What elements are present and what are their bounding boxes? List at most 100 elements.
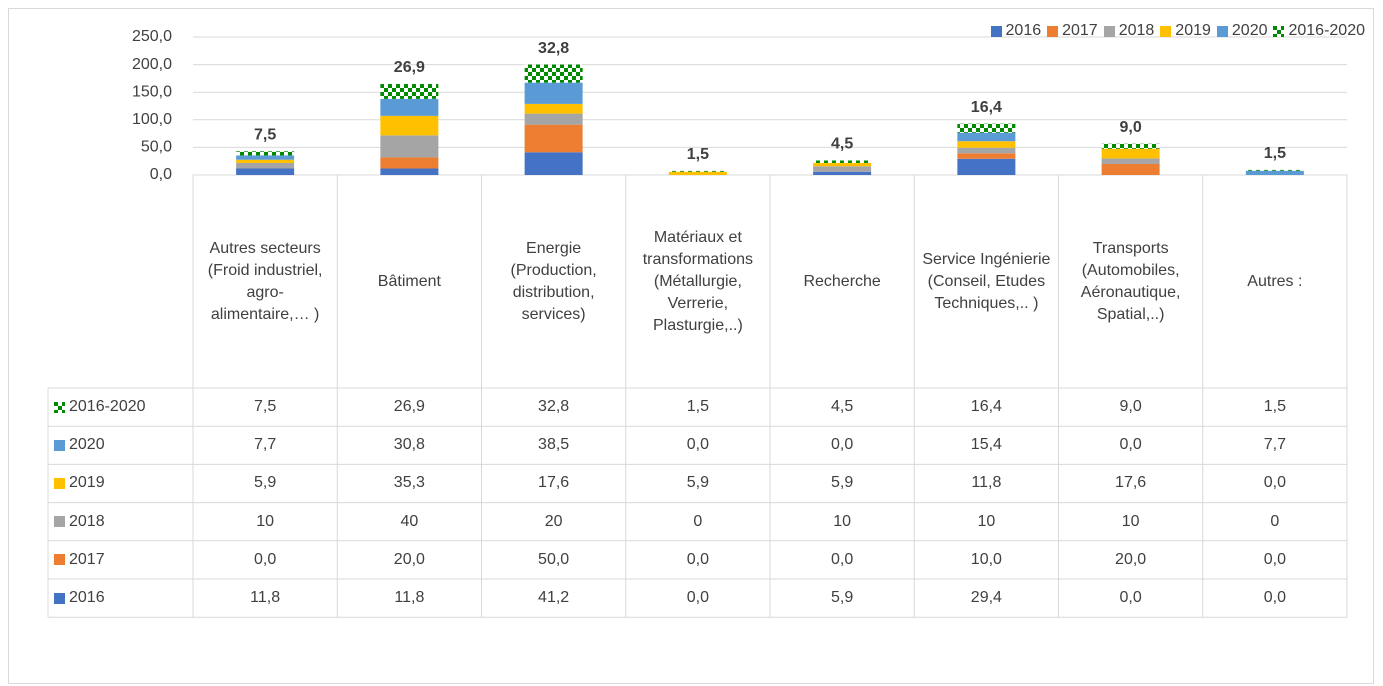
bar-segment xyxy=(813,171,872,175)
legend: 2016 2017 2018 2019 2020 2016-2020 xyxy=(990,22,1365,40)
legend-item: 2020 xyxy=(1216,22,1267,40)
bar-segment xyxy=(380,84,439,99)
data-label: 1,5 xyxy=(1264,145,1286,162)
row-header-text: 2019 xyxy=(69,474,105,492)
row-header: 2018 xyxy=(48,503,193,541)
data-label: 4,5 xyxy=(831,136,853,153)
bar-segment xyxy=(1101,148,1160,159)
table-cell: 11,8 xyxy=(250,589,281,607)
bar-segment xyxy=(668,170,727,172)
category-label: Energie (Production, distribution, servi… xyxy=(510,239,597,323)
data-label: 9,0 xyxy=(1120,119,1142,136)
data-label: 1,5 xyxy=(687,146,709,163)
y-tick-label: 0,0 xyxy=(150,166,172,183)
table-cell: 7,7 xyxy=(1263,436,1286,454)
table-cell: 0,0 xyxy=(686,550,709,568)
bar-segment xyxy=(380,157,439,169)
row-header-text: 2016 xyxy=(69,589,105,607)
category-label: Recherche xyxy=(803,272,881,290)
table-cell: 50,0 xyxy=(538,550,570,568)
row-header: 2016-2020 xyxy=(48,388,193,426)
bar-segment xyxy=(1101,158,1160,164)
category-label: Autres secteurs (Froid industriel, agro-… xyxy=(207,239,323,323)
bar-segment xyxy=(813,160,872,163)
row-header-text: 2016-2020 xyxy=(69,398,146,416)
legend-label: 2016 xyxy=(1005,22,1042,39)
bar-segment xyxy=(380,168,439,175)
legend-item: 2016 xyxy=(990,22,1042,40)
table-cell: 10,0 xyxy=(970,550,1002,568)
legend-swatch xyxy=(1047,25,1059,37)
table-cell: 5,9 xyxy=(831,589,854,607)
table-cell: 20 xyxy=(544,512,563,530)
category-label: Service Ingénierie (Conseil, Etudes Tech… xyxy=(922,250,1051,312)
table-cell: 1,5 xyxy=(1263,398,1286,416)
category-label: Transports (Automobiles, Aéronautique, S… xyxy=(1080,239,1181,323)
table-cell: 11,8 xyxy=(971,474,1002,492)
bar-segment xyxy=(957,141,1016,148)
row-header-text: 2020 xyxy=(69,436,105,454)
table-cell: 0,0 xyxy=(831,550,854,568)
bar-segment xyxy=(524,113,583,125)
legend-swatch xyxy=(54,516,65,528)
bar-segment xyxy=(957,147,1016,154)
bar-segment xyxy=(524,152,583,175)
bar-segment xyxy=(236,168,295,175)
category-label: Bâtiment xyxy=(377,272,441,290)
legend-item: 2019 xyxy=(1160,22,1211,40)
table-cell: 0,0 xyxy=(254,550,277,568)
table-cell: 20,0 xyxy=(393,550,425,568)
legend-swatch xyxy=(54,439,65,451)
table-cell: 0 xyxy=(1270,512,1280,530)
legend-swatch xyxy=(990,25,1002,37)
y-tick-label: 100,0 xyxy=(132,111,172,128)
table-cell: 20,0 xyxy=(1115,550,1147,568)
bar-segment xyxy=(668,171,727,175)
table-cell: 0,0 xyxy=(686,589,709,607)
table-cell: 0,0 xyxy=(1263,474,1286,492)
bar-segment xyxy=(957,123,1016,133)
y-tick-label: 150,0 xyxy=(132,83,172,100)
legend-swatch xyxy=(54,592,65,604)
table-cell: 26,9 xyxy=(393,398,425,416)
legend-swatch xyxy=(1216,25,1228,37)
bar-segment xyxy=(380,115,439,136)
bar-segment xyxy=(1101,163,1160,175)
row-header-text: 2018 xyxy=(69,512,105,530)
bar-segment xyxy=(957,153,1016,159)
data-label: 26,9 xyxy=(394,59,425,76)
bar-segment xyxy=(380,135,439,158)
chart-frame xyxy=(8,8,1374,684)
y-tick-label: 250,0 xyxy=(132,28,172,45)
table-cell: 17,6 xyxy=(538,474,570,492)
table-cell: 5,9 xyxy=(254,474,277,492)
legend-item: 2017 xyxy=(1047,22,1098,40)
category-label: Matériaux et transformations (Métallurgi… xyxy=(642,228,753,334)
table-cell: 0,0 xyxy=(686,436,709,454)
table-cell: 40 xyxy=(400,512,419,530)
table-cell: 0,0 xyxy=(831,436,854,454)
table-cell: 38,5 xyxy=(538,436,570,454)
table-cell: 7,7 xyxy=(254,436,277,454)
bar-segment xyxy=(1101,143,1160,149)
table-cell: 5,9 xyxy=(686,474,709,492)
legend-label: 2018 xyxy=(1118,22,1155,39)
table-cell: 10 xyxy=(256,512,275,530)
table-cell: 10 xyxy=(1121,512,1140,530)
bar-segment xyxy=(236,155,295,160)
row-header: 2020 xyxy=(48,426,193,464)
table-cell: 1,5 xyxy=(686,398,709,416)
bar-segment xyxy=(957,158,1016,175)
table-cell: 0,0 xyxy=(1119,436,1142,454)
table-cell: 5,9 xyxy=(831,474,854,492)
legend-swatch xyxy=(54,477,65,489)
bar-segment xyxy=(1245,170,1304,175)
y-tick-label: 50,0 xyxy=(141,139,172,156)
row-header: 2019 xyxy=(48,464,193,502)
table-cell: 30,8 xyxy=(393,436,425,454)
bar-segment xyxy=(236,151,295,156)
y-tick-label: 200,0 xyxy=(132,56,172,73)
bar-segment xyxy=(1245,169,1304,171)
bar-segment xyxy=(236,162,295,169)
table-cell: 15,4 xyxy=(970,436,1002,454)
